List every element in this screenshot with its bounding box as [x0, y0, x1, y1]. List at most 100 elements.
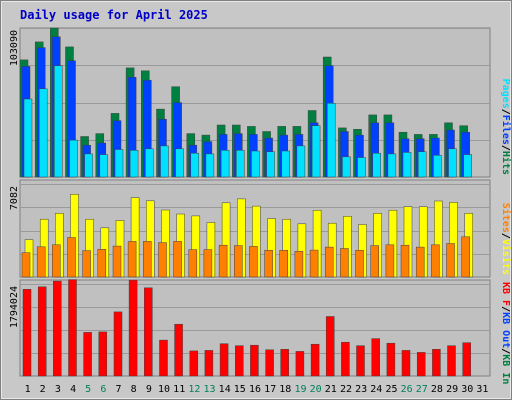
bar-kb-f-day-20 [310, 343, 320, 377]
bar-sites-day-24 [370, 245, 379, 278]
legend-entry: Sites [500, 203, 512, 233]
legend-entry: Files [500, 115, 512, 145]
bar-sites-day-23 [355, 250, 364, 278]
legend-entry: Pages [500, 79, 511, 109]
x-tick-label-day-19: 19 [294, 384, 306, 395]
bar-sites-day-3 [52, 244, 61, 278]
bar-kb-f-day-27 [416, 352, 426, 377]
x-tick-label-day-18: 18 [279, 384, 291, 395]
bar-pages-day-14 [220, 150, 230, 178]
bar-kb-f-day-30 [462, 342, 471, 377]
panel-top-legend: Pages/Files/Hits [500, 79, 512, 175]
bar-sites-day-26 [400, 244, 410, 278]
bar-sites-day-6 [97, 249, 107, 278]
x-tick-label-day-25: 25 [385, 384, 397, 395]
legend-entry: Visits [500, 239, 512, 275]
bar-sites-day-27 [415, 246, 425, 278]
panel-top-ytick-label: 103090 [9, 30, 20, 66]
panel-bottom-legend: KB F/KB Out/KB In [500, 282, 511, 384]
bar-pages-day-21 [326, 103, 336, 178]
x-tick-label-day-17: 17 [264, 384, 276, 395]
x-tick-label-day-31: 31 [476, 384, 488, 395]
x-tick-label-day-12: 12 [188, 384, 200, 395]
bar-sites-day-7 [112, 245, 122, 278]
bar-sites-day-4 [67, 237, 76, 278]
x-tick-label-day-30: 30 [461, 384, 473, 395]
bar-pages-day-4 [69, 139, 78, 178]
bar-sites-day-22 [340, 248, 349, 278]
bar-sites-day-19 [294, 251, 304, 278]
x-tick-label-day-7: 7 [115, 384, 121, 395]
bar-pages-day-25 [387, 153, 397, 178]
panel-bottom: 1794024 KB F/KB Out/KB In [9, 279, 511, 384]
bar-sites-day-1 [21, 252, 31, 278]
bar-pages-day-13 [205, 153, 215, 178]
bar-kb-f-day-16 [250, 344, 259, 377]
bar-kb-f-day-7 [113, 311, 123, 377]
legend-entry: KB F [500, 282, 511, 306]
bar-pages-day-7 [114, 149, 124, 178]
bar-kb-f-day-13 [204, 350, 214, 377]
panel-bottom-ytick-label: 1794024 [9, 286, 20, 328]
bar-pages-day-23 [357, 157, 366, 178]
x-tick-label-day-8: 8 [131, 384, 137, 395]
x-tick-label-day-11: 11 [173, 384, 185, 395]
bar-pages-day-11 [175, 148, 184, 178]
bar-sites-day-9 [143, 241, 152, 278]
bar-pages-day-5 [84, 153, 93, 178]
bar-sites-day-8 [127, 241, 137, 278]
bar-sites-day-29 [446, 243, 455, 278]
bar-sites-day-18 [279, 250, 288, 278]
bar-kb-f-day-28 [432, 349, 441, 377]
bar-sites-day-20 [309, 249, 319, 278]
bar-pages-day-20 [311, 125, 321, 178]
bar-kb-f-day-17 [265, 349, 274, 377]
bar-sites-day-12 [188, 249, 198, 278]
bar-kb-f-day-12 [189, 350, 199, 377]
legend-entry: / [500, 306, 511, 312]
x-tick-label-day-3: 3 [55, 384, 61, 395]
bar-pages-day-29 [448, 148, 457, 178]
bar-sites-day-14 [218, 244, 228, 278]
bar-kb-f-day-1 [22, 289, 32, 377]
bar-pages-day-18 [281, 150, 290, 178]
legend-entry: / [500, 233, 511, 239]
legend-entry: Hits [500, 151, 512, 175]
x-tick-label-day-14: 14 [219, 384, 231, 395]
bar-pages-day-22 [342, 156, 351, 178]
legend-entry: / [500, 348, 511, 354]
x-tick-label-day-5: 5 [85, 384, 91, 395]
bar-pages-day-26 [402, 152, 412, 178]
panel-middle: 7082 Sites/Visits [9, 179, 512, 278]
x-tick-label-day-27: 27 [416, 384, 428, 395]
bar-kb-f-day-15 [235, 345, 244, 377]
bar-sites-day-13 [203, 249, 213, 278]
x-tick-label-day-2: 2 [40, 384, 46, 395]
legend-entry: KB In [500, 354, 511, 384]
bar-kb-f-day-2 [37, 286, 47, 377]
bar-pages-day-2 [38, 88, 48, 178]
bar-kb-f-day-4 [68, 279, 77, 377]
bar-kb-f-day-3 [53, 280, 62, 377]
x-tick-label-day-10: 10 [158, 384, 170, 395]
bar-kb-f-day-8 [128, 279, 138, 377]
x-tick-label-day-29: 29 [446, 384, 458, 395]
bar-sites-day-2 [36, 246, 46, 278]
bar-pages-day-1 [23, 98, 33, 178]
legend-entry: / [500, 145, 511, 151]
bar-kb-f-day-19 [295, 351, 305, 377]
bar-pages-day-9 [145, 148, 154, 178]
bar-kb-f-day-25 [386, 342, 396, 377]
bar-pages-day-15 [236, 150, 245, 178]
bar-kb-f-day-26 [401, 350, 411, 377]
x-tick-label-day-21: 21 [325, 384, 337, 395]
bar-sites-day-5 [82, 250, 91, 278]
bar-sites-day-11 [173, 241, 182, 278]
bar-sites-day-21 [324, 246, 334, 278]
bar-pages-day-16 [251, 150, 260, 178]
bar-pages-day-24 [372, 152, 381, 178]
legend-entry: / [500, 109, 511, 115]
bar-pages-day-3 [54, 65, 63, 178]
bar-kb-f-day-18 [280, 349, 289, 377]
